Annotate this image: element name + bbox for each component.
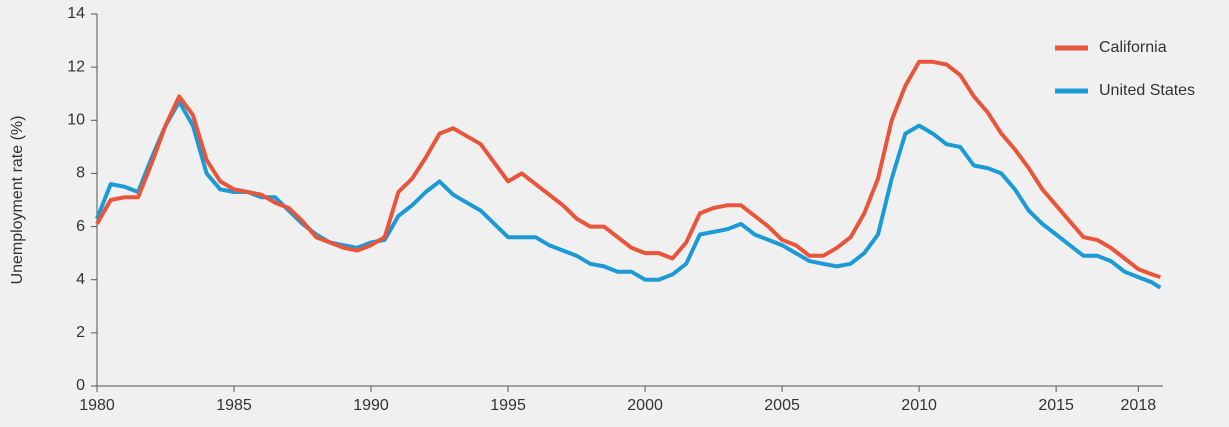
x-tick-label: 2015 (1038, 397, 1074, 414)
y-tick-label: 6 (76, 218, 85, 235)
legend-label: United States (1099, 82, 1195, 99)
x-tick-label: 1980 (79, 397, 115, 414)
y-axis-label: Unemployment rate (%) (9, 116, 26, 285)
y-tick-label: 14 (67, 5, 85, 22)
y-tick-label: 4 (76, 271, 85, 288)
y-tick-label: 12 (67, 58, 85, 75)
y-tick-label: 8 (76, 165, 85, 182)
x-tick-label: 1995 (490, 397, 526, 414)
x-tick-label: 2018 (1121, 397, 1157, 414)
legend-label: California (1099, 39, 1167, 56)
y-tick-label: 0 (76, 377, 85, 394)
series-line (95, 99, 1162, 290)
y-tick-label: 2 (76, 324, 85, 341)
x-tick-label: 2000 (627, 397, 663, 414)
x-tick-label: 2010 (901, 397, 937, 414)
y-tick-label: 10 (67, 112, 85, 129)
x-tick-label: 2005 (764, 397, 800, 414)
x-tick-label: 1990 (353, 397, 389, 414)
x-tick-label: 1985 (216, 397, 252, 414)
series-line (95, 59, 1161, 280)
